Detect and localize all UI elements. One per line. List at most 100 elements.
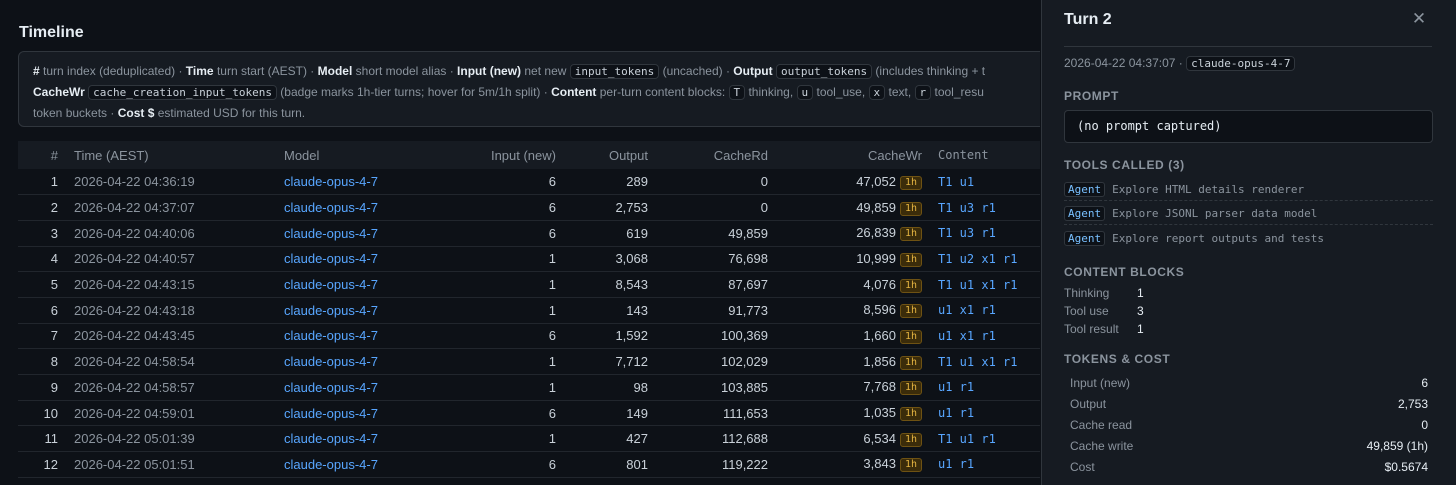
legend-desc: estimated USD for this turn. [157, 106, 306, 120]
tier-badge[interactable]: 1h [899, 252, 922, 267]
row-output: 1,592 [615, 328, 648, 344]
row-model-link[interactable]: claude-opus-4-7 [284, 277, 378, 293]
tier-badge[interactable]: 1h [899, 381, 922, 396]
legend-code: input_tokens [569, 64, 660, 79]
turn-timestamp: 2026-04-22 04:37:07 · [1064, 56, 1183, 70]
row-model-link[interactable]: claude-opus-4-7 [284, 379, 378, 395]
column-header-index[interactable]: # [50, 147, 58, 163]
row-cache-write: 1,660 1h [776, 323, 930, 349]
column-header-cache-read[interactable]: CacheRd [713, 147, 768, 163]
row-model-link[interactable]: claude-opus-4-7 [284, 456, 378, 472]
row-content: T1 u1 x1 r1 [938, 277, 1018, 292]
tier-badge[interactable]: 1h [899, 432, 922, 447]
prompt-box: (no prompt captured) [1064, 110, 1433, 143]
token-label: Cost [1070, 460, 1095, 474]
row-cache-write: 8,596 1h [776, 297, 930, 323]
column-header-input[interactable]: Input (new) [490, 147, 556, 163]
row-model-link[interactable]: claude-opus-4-7 [284, 200, 378, 216]
table-row[interactable]: 4 2026-04-22 04:40:57 claude-opus-4-7 1 3,06… [18, 246, 1040, 272]
row-model-link[interactable]: claude-opus-4-7 [284, 251, 378, 267]
cache-write-value: 1,660 [863, 327, 896, 343]
legend-desc: net new [524, 64, 567, 78]
legend-key: CacheWr [33, 85, 85, 99]
tier-badge[interactable]: 1h [899, 278, 922, 293]
turn-detail-panel: Turn 2 ✕ 2026-04-22 04:37:07 · claude-op… [1041, 0, 1456, 485]
column-header-output[interactable]: Output [608, 147, 648, 163]
cache-write-value: 3,843 [863, 456, 896, 472]
tier-badge[interactable]: 1h [899, 201, 922, 216]
row-cache-write: 49,859 1h [776, 195, 930, 221]
table-row[interactable]: 7 2026-04-22 04:43:45 claude-opus-4-7 6 1,59… [18, 323, 1040, 349]
table-row[interactable]: 5 2026-04-22 04:43:15 claude-opus-4-7 1 8,54… [18, 272, 1040, 298]
table-row[interactable]: 3 2026-04-22 04:40:06 claude-opus-4-7 6 619 4… [18, 220, 1040, 247]
row-content: T1 u3 r1 [938, 200, 996, 215]
row-cache-write: 47,052 1h [776, 169, 930, 195]
row-model-link[interactable]: claude-opus-4-7 [284, 354, 378, 370]
table-row[interactable]: 8 2026-04-22 04:58:54 claude-opus-4-7 1 7,71… [18, 349, 1040, 375]
row-time: 2026-04-22 04:43:45 [74, 328, 195, 344]
legend-code: cache_creation_input_tokens [88, 85, 277, 100]
column-header-model[interactable]: Model [284, 147, 320, 163]
row-model-link[interactable]: claude-opus-4-7 [284, 302, 378, 318]
table-row[interactable]: 2 2026-04-22 04:37:07 claude-opus-4-7 6 2,75… [18, 195, 1040, 221]
row-index: 5 [50, 277, 58, 293]
row-model-link[interactable]: claude-opus-4-7 [284, 405, 378, 421]
token-row: Output 2,753 [1064, 397, 1433, 417]
token-row: Cache read 0 [1064, 418, 1433, 438]
row-model-link[interactable]: claude-opus-4-7 [284, 225, 378, 241]
legend-code: r [914, 85, 932, 100]
legend-key: Input (new) [457, 64, 522, 78]
row-input: 1 [548, 277, 556, 293]
row-time: 2026-04-22 04:40:57 [74, 251, 195, 267]
column-header-time[interactable]: Time (AEST) [74, 147, 149, 163]
token-row: Input (new) 6 [1064, 376, 1433, 396]
content-block-row: Tool result 1 [1064, 322, 1144, 336]
row-input: 1 [548, 302, 556, 318]
row-cache-read: 87,697 [728, 277, 768, 293]
token-label: Output [1070, 397, 1107, 411]
row-content: T1 u1 [938, 174, 975, 189]
tool-description: Explore JSONL parser data model [1112, 207, 1318, 220]
row-model-link[interactable]: claude-opus-4-7 [284, 328, 378, 344]
content-block-value: 1 [1137, 322, 1144, 336]
table-row[interactable]: 10 2026-04-22 04:59:01 claude-opus-4-7 6 149… [18, 400, 1040, 426]
tool-call-row[interactable]: Agent Explore JSONL parser data model [1064, 203, 1433, 225]
legend-desc: text, [888, 85, 912, 99]
tier-badge[interactable]: 1h [899, 355, 922, 370]
panel-divider [1064, 46, 1432, 47]
legend-desc: short model alias · [355, 64, 454, 78]
row-input: 1 [548, 354, 556, 370]
tier-badge[interactable]: 1h [899, 329, 922, 344]
row-output: 427 [626, 431, 648, 447]
tier-badge[interactable]: 1h [899, 407, 922, 422]
tier-badge[interactable]: 1h [899, 304, 922, 319]
column-header-cache-write[interactable]: CacheWr [868, 147, 922, 163]
table-row[interactable]: 6 2026-04-22 04:43:18 claude-opus-4-7 1 143 9… [18, 297, 1040, 324]
table-row[interactable]: 1 2026-04-22 04:36:19 claude-opus-4-7 6 289 0… [18, 169, 1040, 195]
tool-tag: Agent [1064, 206, 1106, 221]
row-time: 2026-04-22 04:43:18 [74, 302, 195, 318]
cache-write-value: 26,839 [856, 225, 896, 241]
row-model-link[interactable]: claude-opus-4-7 [284, 174, 378, 190]
tool-call-row[interactable]: Agent Explore HTML details renderer [1064, 179, 1433, 201]
table-row[interactable]: 12 2026-04-22 05:01:51 claude-opus-4-7 6 801… [18, 452, 1040, 478]
tier-badge[interactable]: 1h [899, 227, 922, 242]
legend-code: x [868, 85, 886, 100]
table-row[interactable]: 11 2026-04-22 05:01:39 claude-opus-4-7 1 427… [18, 426, 1040, 452]
tier-badge[interactable]: 1h [899, 175, 922, 190]
legend-desc: tool_use, [816, 85, 866, 99]
legend-key: Output [733, 64, 773, 78]
row-cache-read: 76,698 [728, 251, 768, 267]
column-header-content[interactable]: Content [938, 148, 989, 162]
token-label: Cache write [1070, 439, 1134, 453]
close-icon[interactable]: ✕ [1411, 9, 1427, 28]
row-time: 2026-04-22 04:36:19 [74, 174, 195, 190]
row-model-link[interactable]: claude-opus-4-7 [284, 431, 378, 447]
tool-call-row[interactable]: Agent Explore report outputs and tests [1064, 227, 1433, 249]
row-output: 2,753 [615, 200, 648, 216]
table-row[interactable]: 9 2026-04-22 04:58:57 claude-opus-4-7 1 98 10… [18, 375, 1040, 401]
tier-badge[interactable]: 1h [899, 458, 922, 473]
row-content: T1 u1 x1 r1 [938, 354, 1018, 369]
row-output: 801 [626, 456, 648, 472]
row-input: 1 [548, 251, 556, 267]
